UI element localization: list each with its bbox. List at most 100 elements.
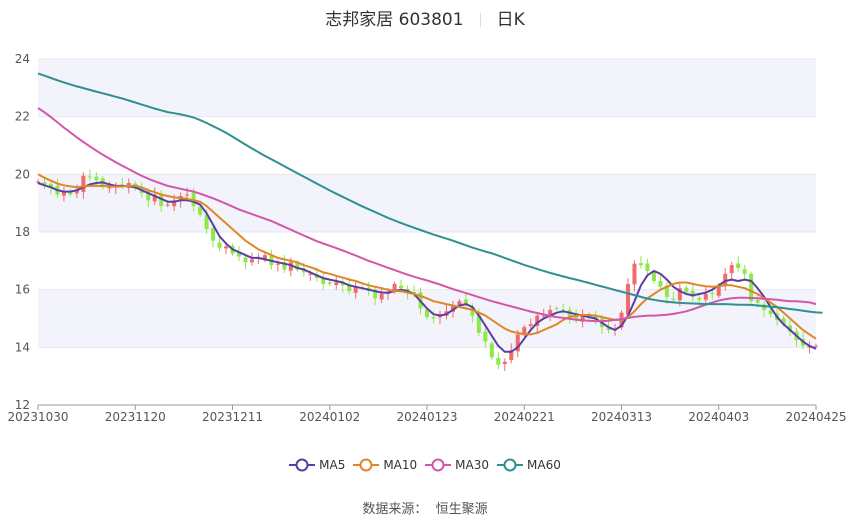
candle-body: [716, 285, 721, 296]
y-axis: 12 14 16 18 20 22 24: [15, 52, 30, 412]
series-line-ma30: [37, 107, 817, 323]
x-tick-label: 20240102: [299, 410, 360, 424]
candle-body: [535, 315, 540, 326]
candle-body: [463, 299, 468, 306]
legend-label: MA60: [527, 458, 561, 472]
series-line-ma60: [37, 72, 823, 314]
candle-body: [489, 343, 494, 358]
legend-item-ma60[interactable]: MA60: [497, 458, 561, 472]
candle-body: [554, 308, 559, 310]
candle: [373, 285, 378, 306]
candle-body: [334, 282, 339, 286]
candle: [690, 285, 695, 302]
series-line-ma5: [37, 181, 817, 353]
legend-marker-dot: [431, 458, 445, 472]
candle: [723, 268, 728, 291]
candle-body: [48, 183, 53, 188]
candle: [496, 352, 501, 370]
candle-body: [781, 318, 786, 325]
candle-body: [697, 298, 702, 300]
candle-body: [431, 317, 436, 319]
candle-body: [185, 194, 190, 196]
legend-item-ma5[interactable]: MA5: [289, 458, 345, 472]
legend-label: MA10: [383, 458, 418, 472]
candle-body: [424, 309, 430, 318]
x-tick-label: 20231120: [105, 410, 166, 424]
candle-body: [165, 204, 170, 206]
y-tick-label: 20: [15, 167, 30, 181]
x-tick-label: 20240123: [396, 410, 457, 424]
legend-marker-dot: [503, 458, 517, 472]
candle-body: [282, 261, 287, 270]
candle-body: [723, 273, 728, 286]
legend-item-ma30[interactable]: MA30: [425, 458, 489, 472]
candle: [340, 278, 345, 293]
candle-body: [379, 293, 384, 300]
candle-body: [392, 283, 397, 292]
legend: MA5 MA10 MA30 MA60: [0, 458, 850, 475]
candle: [211, 224, 216, 248]
period-label: 日K: [496, 10, 525, 30]
candle: [87, 169, 92, 181]
candle: [217, 235, 222, 252]
candle-body: [353, 286, 358, 293]
candle-body: [528, 324, 533, 326]
candle-body: [457, 301, 462, 305]
candle-body: [645, 263, 650, 271]
candle-body: [522, 327, 527, 335]
candle-body: [483, 331, 488, 342]
candle-body: [632, 263, 637, 285]
candle-body: [159, 194, 164, 207]
candle-body: [710, 292, 715, 294]
candle: [671, 291, 676, 304]
candle-body: [580, 314, 585, 322]
candle-body: [651, 272, 656, 282]
source-footer: 数据来源： 恒生聚源: [0, 498, 850, 517]
candle-body: [275, 263, 280, 265]
candle: [554, 305, 559, 311]
candle: [327, 279, 332, 287]
candle-body: [496, 358, 501, 365]
candle: [249, 252, 254, 266]
candle-body: [211, 227, 216, 241]
candle-body: [107, 187, 112, 189]
header-separator: [479, 13, 481, 27]
candle-body: [541, 315, 546, 317]
candle-body: [262, 255, 267, 260]
candle-body: [249, 259, 254, 263]
candle: [736, 256, 741, 272]
candle-body: [35, 181, 41, 183]
candle-body: [606, 328, 611, 331]
candle: [165, 202, 170, 208]
candle: [638, 256, 643, 269]
candle-body: [749, 273, 754, 302]
moving-average-lines: [37, 72, 823, 353]
x-tick-label: 20240313: [591, 410, 652, 424]
candle: [353, 282, 358, 299]
legend-label: MA30: [455, 458, 490, 472]
candle: [502, 358, 507, 371]
candle-body: [671, 298, 676, 300]
candle-body: [146, 191, 151, 201]
x-tick-label: 20231211: [202, 410, 263, 424]
candle-body: [295, 262, 300, 270]
candle: [645, 258, 650, 277]
candle-body: [684, 287, 689, 293]
candle-body: [561, 309, 566, 311]
candle-body: [340, 282, 345, 286]
legend-label: MA5: [319, 458, 346, 472]
chart-header: 志邦家居 603801 日K: [0, 5, 850, 30]
candle-body: [548, 309, 553, 316]
candle-body: [703, 293, 708, 300]
x-axis: 20231030 20231120 20231211 20240102 20240123…: [7, 404, 847, 424]
candle-body: [243, 257, 248, 263]
candle-body: [42, 182, 47, 185]
candle: [788, 319, 793, 337]
legend-marker: [497, 458, 524, 472]
candle-body: [813, 345, 819, 347]
legend-item-ma10[interactable]: MA10: [353, 458, 417, 472]
candle-body: [327, 282, 332, 284]
candle-body: [625, 283, 630, 315]
source-name: 恒生聚源: [435, 502, 488, 517]
